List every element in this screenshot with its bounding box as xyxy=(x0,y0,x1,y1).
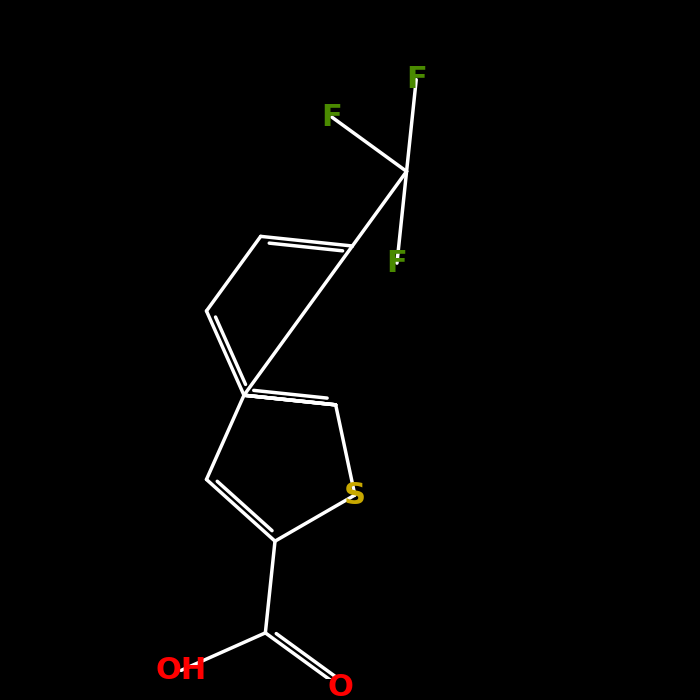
Text: F: F xyxy=(406,65,426,94)
Text: F: F xyxy=(321,103,342,132)
Text: O: O xyxy=(327,673,353,700)
Text: OH: OH xyxy=(155,656,206,685)
Text: S: S xyxy=(344,480,366,510)
Text: F: F xyxy=(386,248,407,278)
